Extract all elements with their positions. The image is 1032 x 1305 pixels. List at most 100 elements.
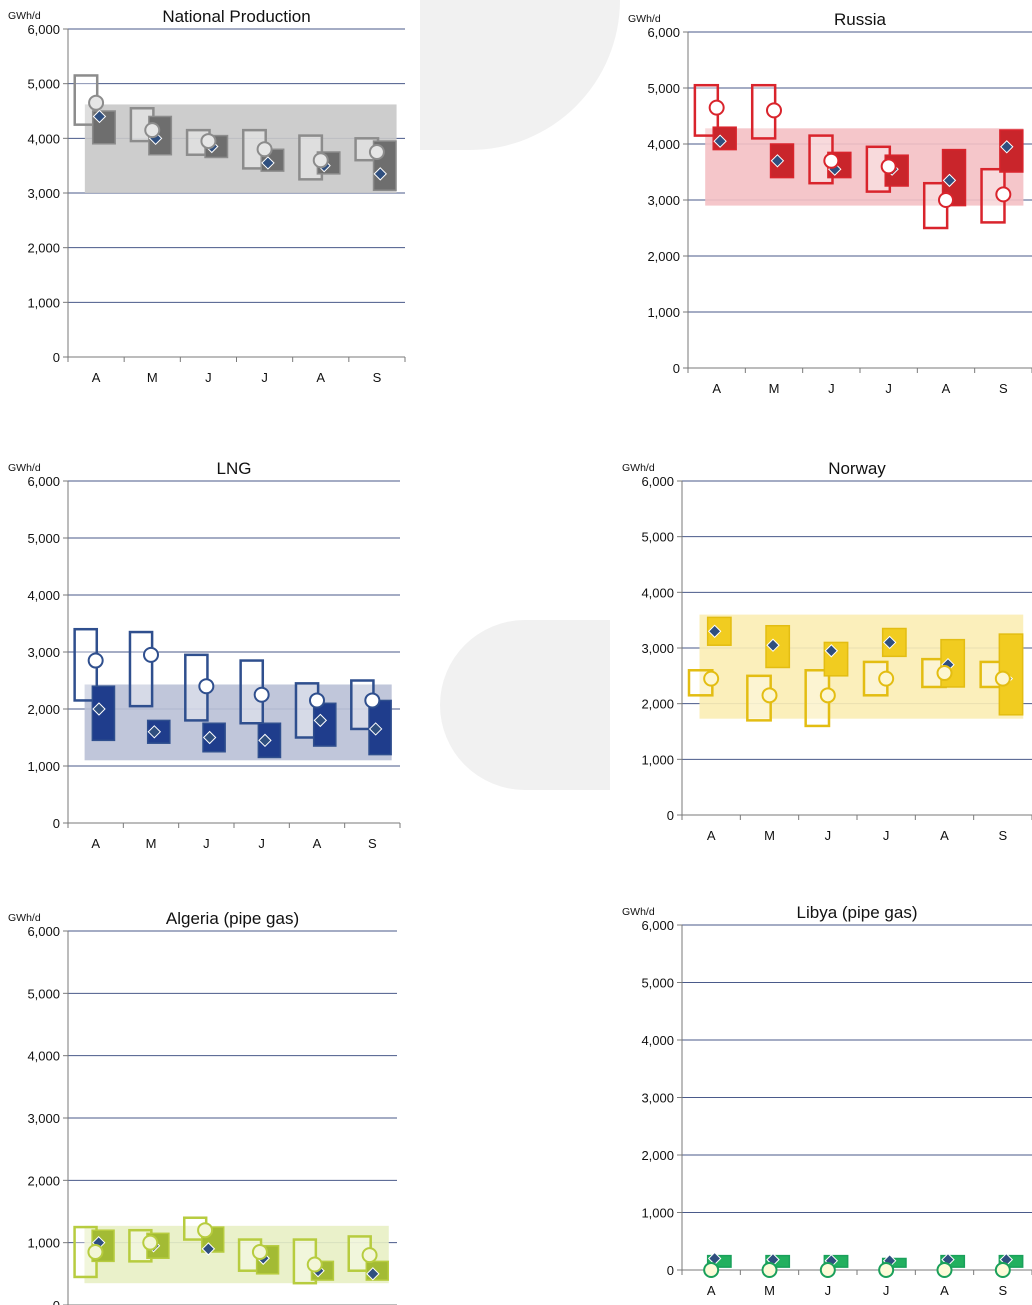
y-tick-label: 2,000 [641,1148,674,1163]
diamond-marker [202,730,217,745]
circle-marker [703,1262,720,1278]
x-tick-label: M [764,828,775,843]
circle-marker [878,1262,895,1278]
y-tick-label: 6,000 [27,22,60,37]
background-swoosh-top [420,0,620,150]
x-tick-label: S [368,836,377,851]
y-tick-label: 3,000 [647,193,680,208]
circle-marker [312,152,329,169]
diamond-marker [707,624,722,639]
circle-marker [994,670,1011,687]
chart-russia: 0 1,000 2,000 3,000 4,000 5,000 6,000 A M J J A S GWh… [628,10,1032,396]
range-box-filled [941,148,967,207]
y-tick-label: 3,000 [27,186,60,201]
diamond-marker [92,702,106,716]
y-axis-unit-label: GWh/d [622,462,655,474]
x-tick-label: M [764,1283,775,1298]
circle-marker [256,141,273,158]
x-tick-label: M [146,836,157,851]
circle-marker [198,678,215,695]
circle-marker [936,665,953,682]
range-box-filled [999,129,1024,173]
x-tick-label: A [942,381,951,396]
diamond-marker [766,638,780,652]
circle-marker [144,122,161,139]
y-tick-label: 4,000 [647,137,680,152]
diamond-marker [713,134,727,148]
circle-marker [87,1244,104,1261]
y-tick-label: 2,000 [27,241,60,256]
x-tick-label: A [707,828,716,843]
y-tick-label: 1,000 [641,1206,674,1221]
y-tick-label: 2,000 [641,697,674,712]
chart-title: Russia [834,10,887,29]
x-tick-label: J [883,1283,890,1298]
circle-marker [995,186,1012,203]
y-tick-label: 0 [53,350,60,365]
shaded-range [84,684,392,761]
diamond-marker [147,725,162,739]
diamond-marker [313,713,328,728]
y-tick-label: 1,000 [647,305,680,320]
x-tick-label: A [940,828,949,843]
y-tick-label: 2,000 [27,1173,60,1188]
y-tick-label: 2,000 [647,249,680,264]
y-axis-unit-label: GWh/d [622,906,655,918]
shaded-range [705,128,1024,206]
chart-title: LNG [217,459,252,478]
x-tick-label: A [712,381,721,396]
circle-marker [306,1256,323,1273]
background-swoosh-middle [440,620,610,790]
x-tick-label: A [92,370,101,385]
y-tick-label: 0 [53,1298,60,1305]
x-tick-label: S [998,828,1007,843]
circle-marker [761,687,778,704]
chart-lng: 0 1,000 2,000 3,000 4,000 5,000 6,000 A M J J A S GWh… [8,459,401,851]
x-tick-label: A [91,836,100,851]
circle-marker [823,152,840,169]
y-tick-label: 0 [673,361,680,376]
y-tick-label: 4,000 [27,588,60,603]
diamond-marker [201,1242,216,1256]
y-tick-label: 3,000 [27,645,60,660]
circle-marker [368,144,385,160]
range-box-outline [128,630,154,708]
diamond-marker [882,635,897,650]
circle-marker [200,133,217,150]
y-tick-label: 5,000 [647,81,680,96]
x-tick-label: J [258,836,265,851]
shaded-range [84,104,397,193]
diamond-marker [373,167,387,181]
x-tick-label: A [707,1283,716,1298]
x-tick-label: A [316,370,325,385]
y-tick-label: 5,000 [27,531,60,546]
x-tick-label: J [883,828,890,843]
y-tick-label: 0 [667,1263,674,1278]
x-tick-label: S [998,1283,1007,1298]
chart-norway: 0 1,000 2,000 3,000 4,000 5,000 6,000 A M J J A S GWh… [622,459,1032,843]
y-tick-label: 4,000 [641,585,674,600]
chart-libya: 0 1,000 2,000 3,000 4,000 5,000 6,000 A M J J A S GWh… [622,903,1032,1298]
x-tick-label: A [313,836,322,851]
y-tick-label: 6,000 [647,25,680,40]
circle-marker [936,1262,953,1278]
diamond-marker [258,733,272,748]
y-axis-unit-label: GWh/d [8,912,41,924]
circle-marker [766,102,782,119]
y-axis-unit-label: GWh/d [8,10,41,22]
diamond-marker [92,109,107,124]
y-tick-label: 6,000 [641,474,674,489]
x-tick-label: J [825,828,832,843]
range-box-filled [91,685,116,742]
y-tick-label: 1,000 [641,752,674,767]
y-tick-label: 1,000 [27,759,60,774]
circle-marker [938,192,954,208]
x-tick-label: A [940,1283,949,1298]
y-axis-unit-label: GWh/d [8,462,41,474]
circle-marker [143,646,159,663]
diamond-marker [366,1267,380,1281]
range-box-filled [706,1254,732,1268]
y-tick-label: 4,000 [27,131,60,146]
diamond-marker [368,722,383,736]
y-tick-label: 4,000 [27,1049,60,1064]
